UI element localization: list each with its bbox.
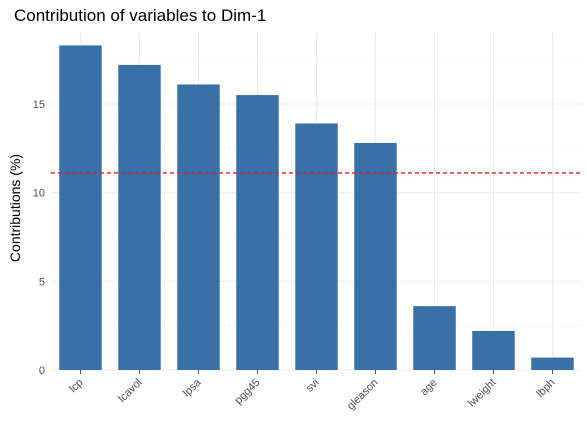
x-tick-label: gleason [345, 377, 381, 413]
bar-lbph [531, 357, 574, 370]
bar-gleason [354, 142, 397, 370]
y-tick-label: 15 [33, 99, 45, 111]
x-tick-label: lweight [466, 377, 499, 410]
x-tick-label: lbph [534, 377, 557, 400]
x-tick-label: lcavol [116, 377, 144, 405]
y-tick-label: 0 [39, 365, 45, 377]
x-tick-label: lcp [67, 377, 85, 395]
x-tick-label: pgg45 [233, 377, 263, 407]
y-axis: 0 5 10 15 [33, 99, 45, 377]
x-tick-label: svi [304, 377, 322, 395]
x-axis: lcp lcavol lpsa pgg45 svi gleason age lweight lb… [67, 370, 558, 413]
bar-lweight [472, 330, 515, 370]
x-tick-label: lpsa [181, 376, 204, 399]
bar-pgg45 [236, 95, 279, 370]
y-axis-title: Contributions (%) [7, 154, 23, 262]
bar-lcp [59, 45, 102, 370]
y-tick-label: 5 [39, 276, 45, 288]
bar-lpsa [177, 84, 220, 371]
bars [59, 45, 574, 371]
bar-age [413, 306, 456, 370]
chart-title: Contribution of variables to Dim-1 [14, 6, 266, 25]
bar-lcavol [118, 64, 161, 370]
y-tick-label: 10 [33, 188, 45, 200]
x-tick-label: age [418, 377, 439, 398]
bar-svi [295, 123, 338, 371]
